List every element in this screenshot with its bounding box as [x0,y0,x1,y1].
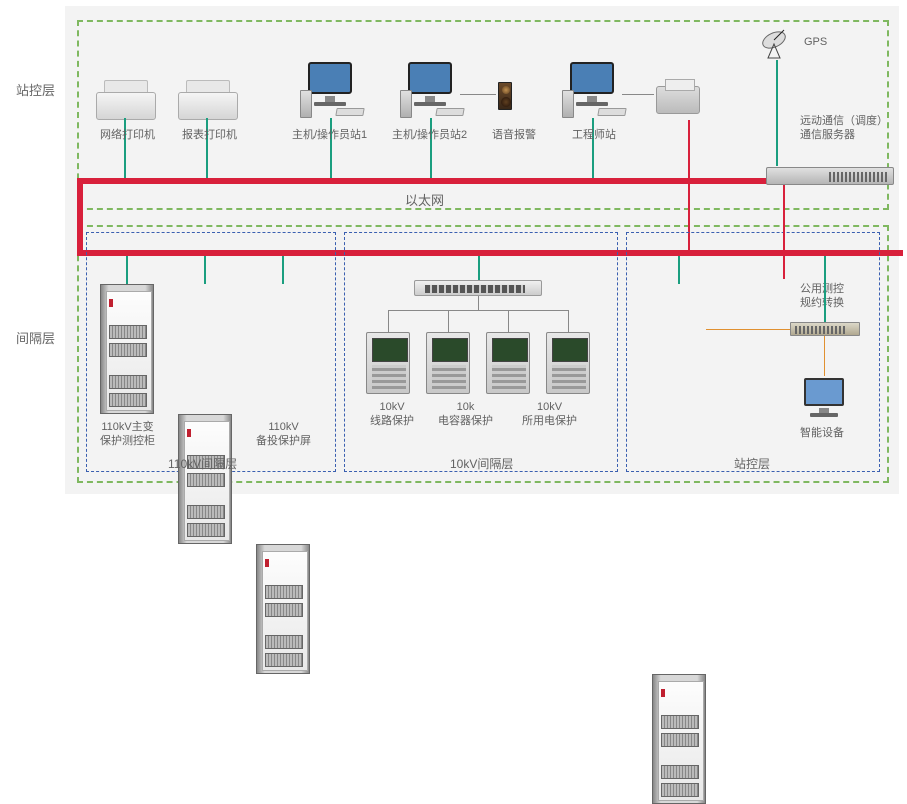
label-cab1-2: 保护测控柜 [100,434,155,448]
wire-switch [478,256,480,280]
label-engineer: 工程师站 [572,126,616,142]
ethernet-bus-top [77,178,777,184]
label-right-section: 站控层 [734,455,770,472]
wire-r3 [508,310,509,332]
wire-r2 [448,310,449,332]
label-cab1-1: 110kV主变 [100,420,155,434]
label-cab1: 110kV主变 保护测控柜 [100,420,155,449]
device-cabinet-1 [100,284,154,414]
device-gps [758,28,798,60]
device-rack-server-top [766,167,894,185]
label-public-ctrl: 公用测控 规约转换 [800,282,844,311]
label-smart-dev: 智能设备 [800,424,844,440]
label-relay3: 10kV 所用电保护 [522,400,577,429]
label-relay1: 10kV 线路保护 [370,400,414,429]
wire-small-rack [824,256,826,322]
label-voice-alarm: 语音报警 [492,126,536,142]
wire-gps [776,60,778,166]
bus-connector-left [77,178,83,256]
label-cab3: 110kV 备投保护屏 [256,420,311,449]
device-cabinet-right [652,674,706,804]
label-net-printer: 网络打印机 [100,126,155,142]
label-gps: GPS [804,36,827,48]
device-report-printer [178,80,236,118]
wire-sw-h [388,310,568,311]
label-station-layer: 站控层 [16,80,55,99]
device-relay-2 [426,332,470,394]
label-r1-2: 线路保护 [370,414,414,428]
wire-sw-down [478,296,479,310]
device-network-printer [96,80,154,118]
wire-orange-pc [824,336,825,376]
label-r2-2: 电容器保护 [438,414,493,428]
device-engineer [562,62,622,118]
wire-r4 [568,310,569,332]
device-switch-10kv [414,280,542,296]
wire-red-right [783,185,785,279]
wire-orange-cab [706,329,790,330]
device-inkjet [656,86,700,114]
wire-cab3 [282,256,284,284]
device-relay-1 [366,332,410,394]
label-110kv-section: 110kV间隔层 [168,455,237,472]
wire-speaker-h [460,94,496,95]
label-host2: 主机/操作员站2 [392,126,467,142]
label-r3-2: 所用电保护 [522,414,577,428]
device-cabinet-2 [178,414,232,544]
label-r1-1: 10kV [370,400,414,414]
device-relay-4 [546,332,590,394]
label-comm-server: 远动通信（调度） 通信服务器 [800,114,888,143]
label-pc2: 规约转换 [800,296,844,310]
label-cab3-2: 备投保护屏 [256,434,311,448]
label-comm-server-2: 通信服务器 [800,128,888,142]
label-pc1: 公用测控 [800,282,844,296]
label-relay2: 10k 电容器保护 [438,400,493,429]
label-rpt-printer: 报表打印机 [182,126,237,142]
device-host2 [400,62,460,118]
label-ethernet: 以太网 [405,190,444,209]
device-host1 [300,62,360,118]
label-bay-layer: 间隔层 [16,328,55,347]
device-small-rack [790,322,860,336]
wire-r1 [388,310,389,332]
device-smart-pc [802,378,846,418]
wire-cab1 [126,256,128,284]
label-cab3-1: 110kV [256,420,311,434]
label-r2-1: 10k [438,400,493,414]
device-speaker [498,82,512,110]
device-cabinet-3 [256,544,310,674]
wire-inkjet-h [622,94,654,95]
wire-cab-right [678,256,680,284]
label-10kv-section: 10kV间隔层 [450,455,513,472]
label-comm-server-1: 远动通信（调度） [800,114,888,128]
wire-cab2 [204,256,206,284]
label-host1: 主机/操作员站1 [292,126,367,142]
label-r3-1: 10kV [522,400,577,414]
device-relay-3 [486,332,530,394]
wire-red-engineer [688,120,690,250]
